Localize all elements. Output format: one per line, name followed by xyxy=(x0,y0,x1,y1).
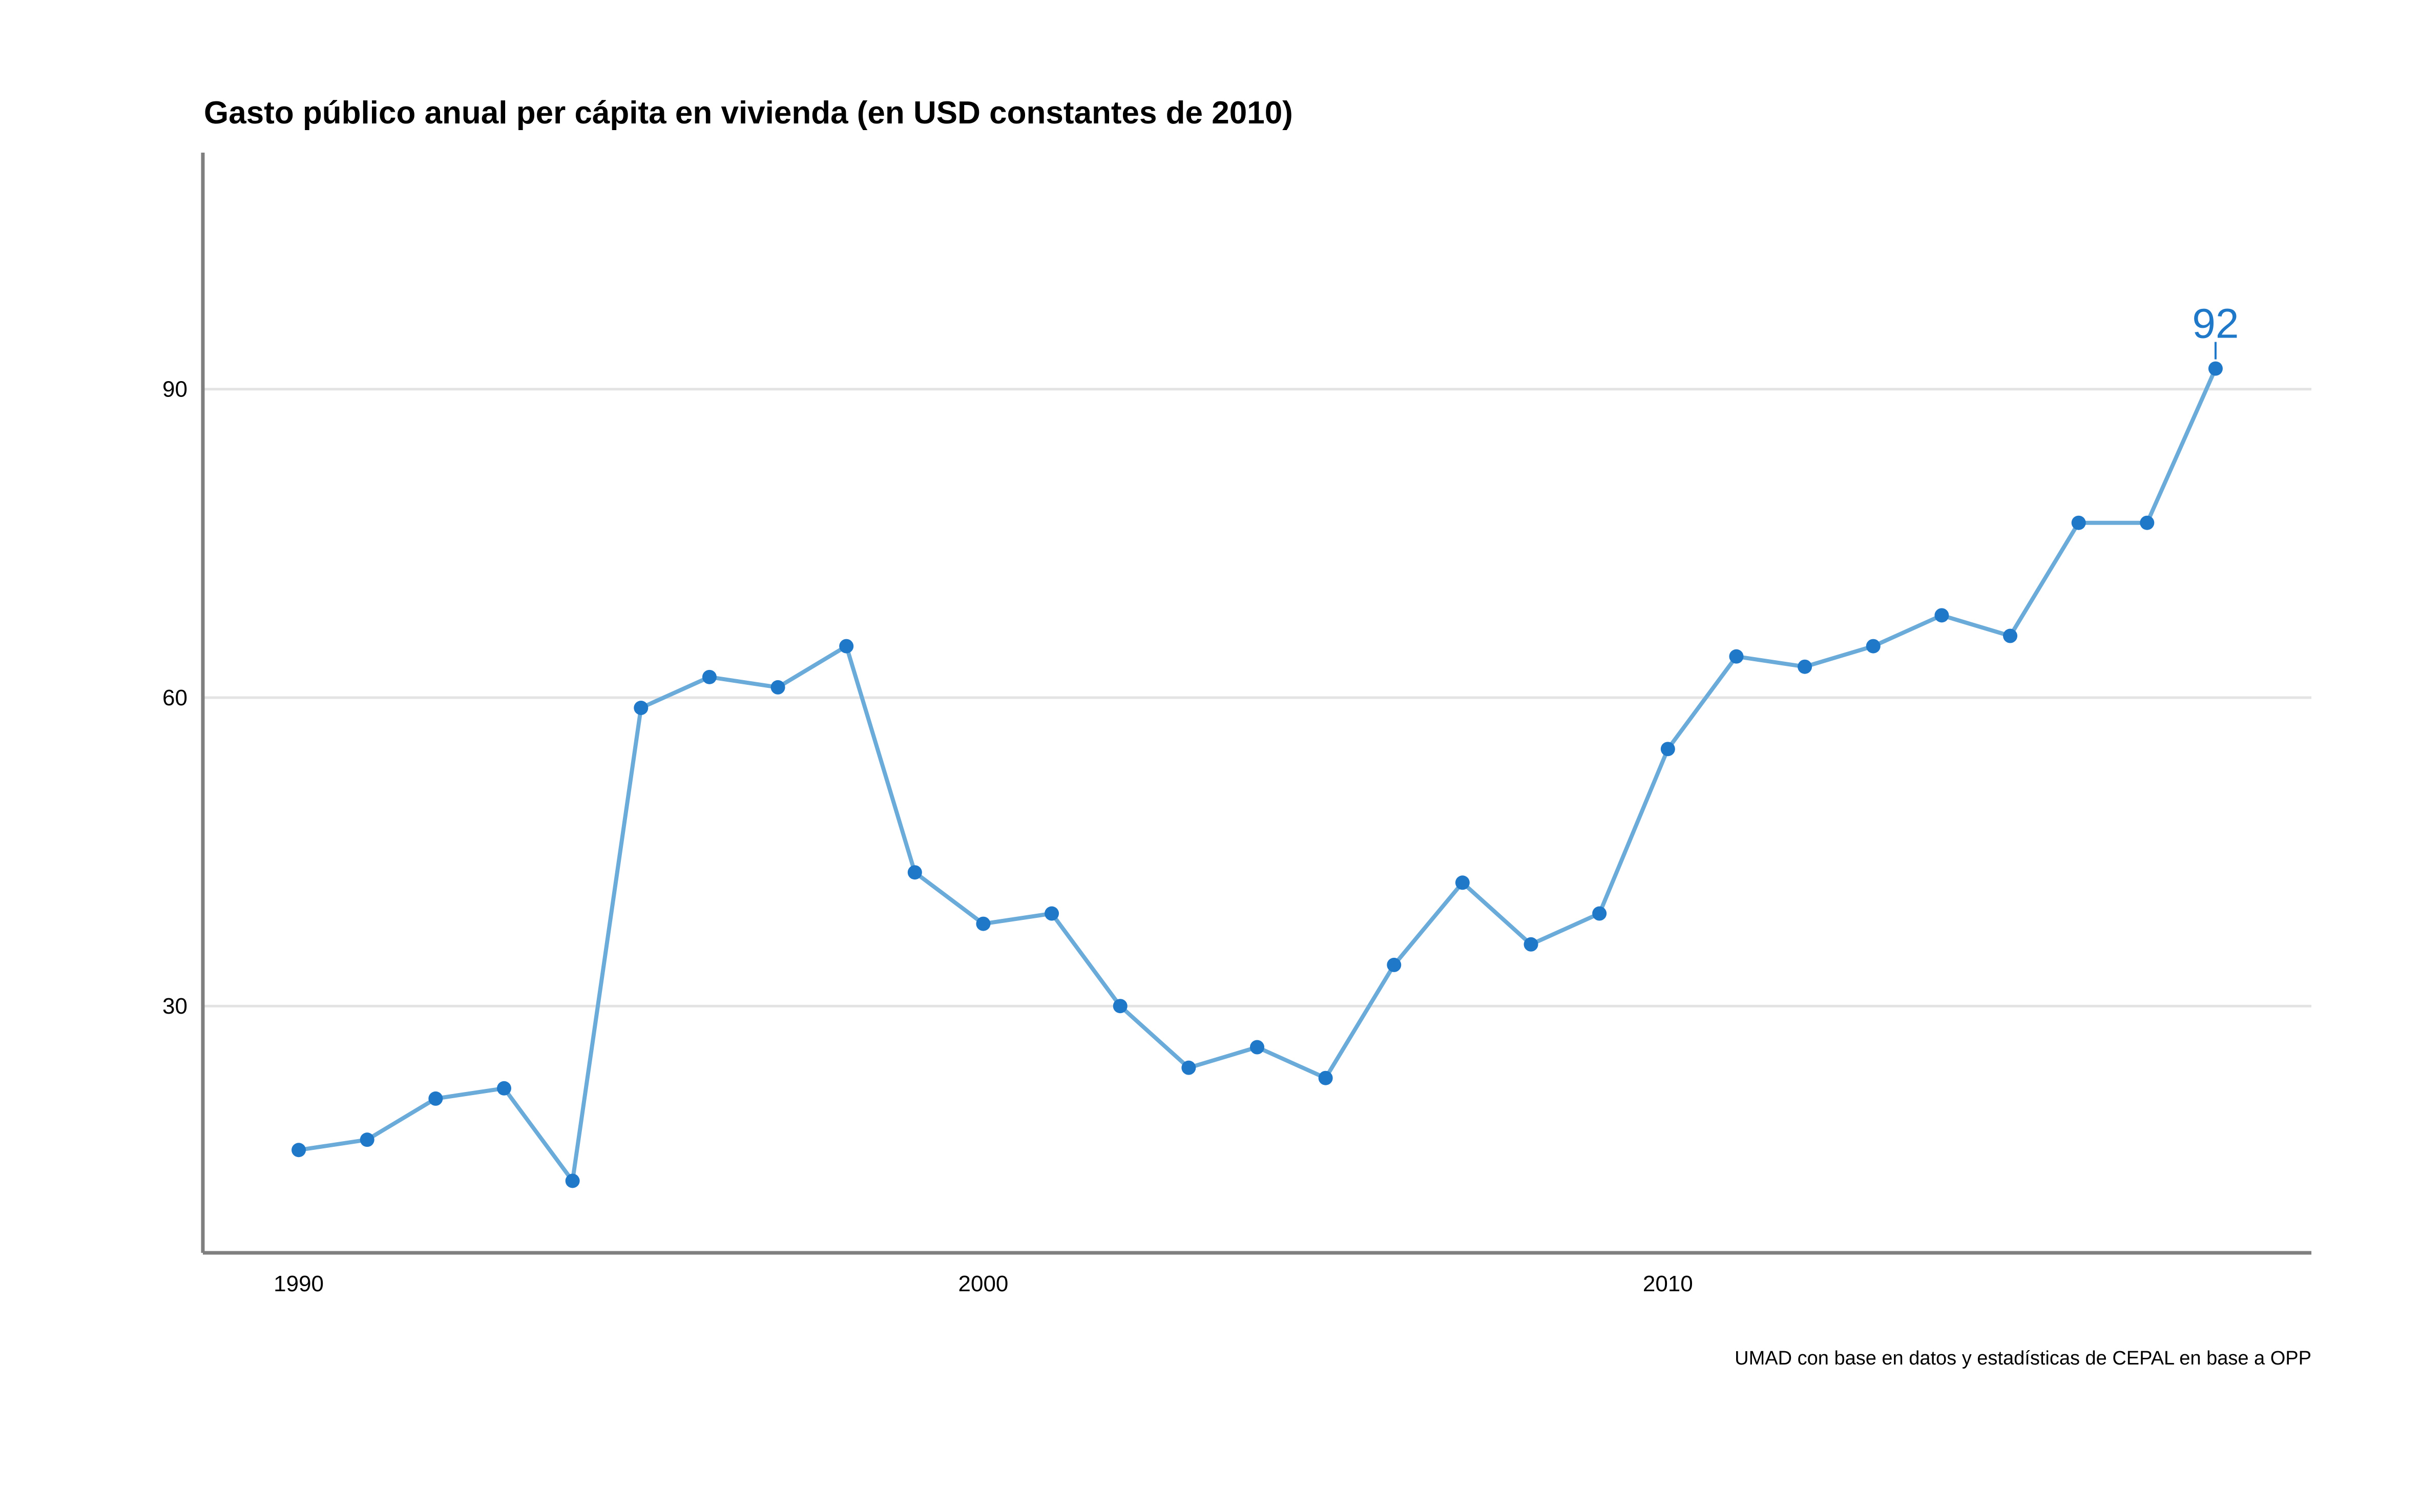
x-tick-label-2000: 2000 xyxy=(958,1271,1009,1296)
data-point-1995 xyxy=(634,701,649,716)
data-point-2010 xyxy=(1660,742,1675,757)
data-point-2008 xyxy=(1524,937,1538,952)
data-point-2016 xyxy=(2071,515,2086,530)
data-points xyxy=(291,361,2223,1188)
data-point-2012 xyxy=(1798,659,1812,674)
data-point-2002 xyxy=(1113,999,1128,1014)
y-tick-label-90: 90 xyxy=(162,377,187,402)
chart-caption: UMAD con base en datos y estadísticas de… xyxy=(1735,1348,2311,1369)
data-point-1997 xyxy=(770,680,785,695)
data-point-2015 xyxy=(2003,628,2017,643)
data-point-2006 xyxy=(1387,957,1402,972)
axes xyxy=(201,153,2311,1255)
data-point-2005 xyxy=(1318,1070,1333,1085)
gridlines xyxy=(203,388,2311,1007)
y-tick-label-60: 60 xyxy=(162,685,187,710)
series-expenditure xyxy=(297,366,2218,1183)
data-point-2017 xyxy=(2140,515,2155,530)
data-point-2001 xyxy=(1045,906,1059,921)
data-point-2014 xyxy=(1934,608,1949,623)
data-point-2007 xyxy=(1455,875,1470,890)
y-tick-label-30: 30 xyxy=(162,994,187,1019)
data-point-1993 xyxy=(497,1081,511,1096)
data-point-2009 xyxy=(1592,906,1607,921)
data-point-1999 xyxy=(907,865,922,880)
x-tick-label-2010: 2010 xyxy=(1643,1271,1693,1296)
data-point-2003 xyxy=(1181,1060,1196,1075)
data-point-1994 xyxy=(565,1173,580,1188)
end-value-label: 92 xyxy=(2192,301,2239,347)
data-point-2000 xyxy=(976,916,991,931)
data-point-1991 xyxy=(360,1132,374,1147)
data-point-2004 xyxy=(1250,1040,1264,1055)
data-point-2011 xyxy=(1729,649,1744,664)
data-point-2018 xyxy=(2208,361,2223,376)
data-point-2013 xyxy=(1866,639,1881,654)
data-point-1992 xyxy=(428,1091,443,1106)
x-tick-label-1990: 1990 xyxy=(274,1271,324,1296)
data-point-1996 xyxy=(702,669,717,684)
end-annotation: 92 xyxy=(2192,301,2239,360)
series-line xyxy=(297,366,2218,1183)
y-tick-labels: 30 60 90 xyxy=(162,377,187,1019)
x-tick-labels: 1990 2000 2010 xyxy=(274,1271,1693,1296)
data-point-1998 xyxy=(839,639,854,654)
chart-title: Gasto público anual per cápita en vivien… xyxy=(204,95,1293,131)
data-point-1990 xyxy=(291,1143,306,1158)
